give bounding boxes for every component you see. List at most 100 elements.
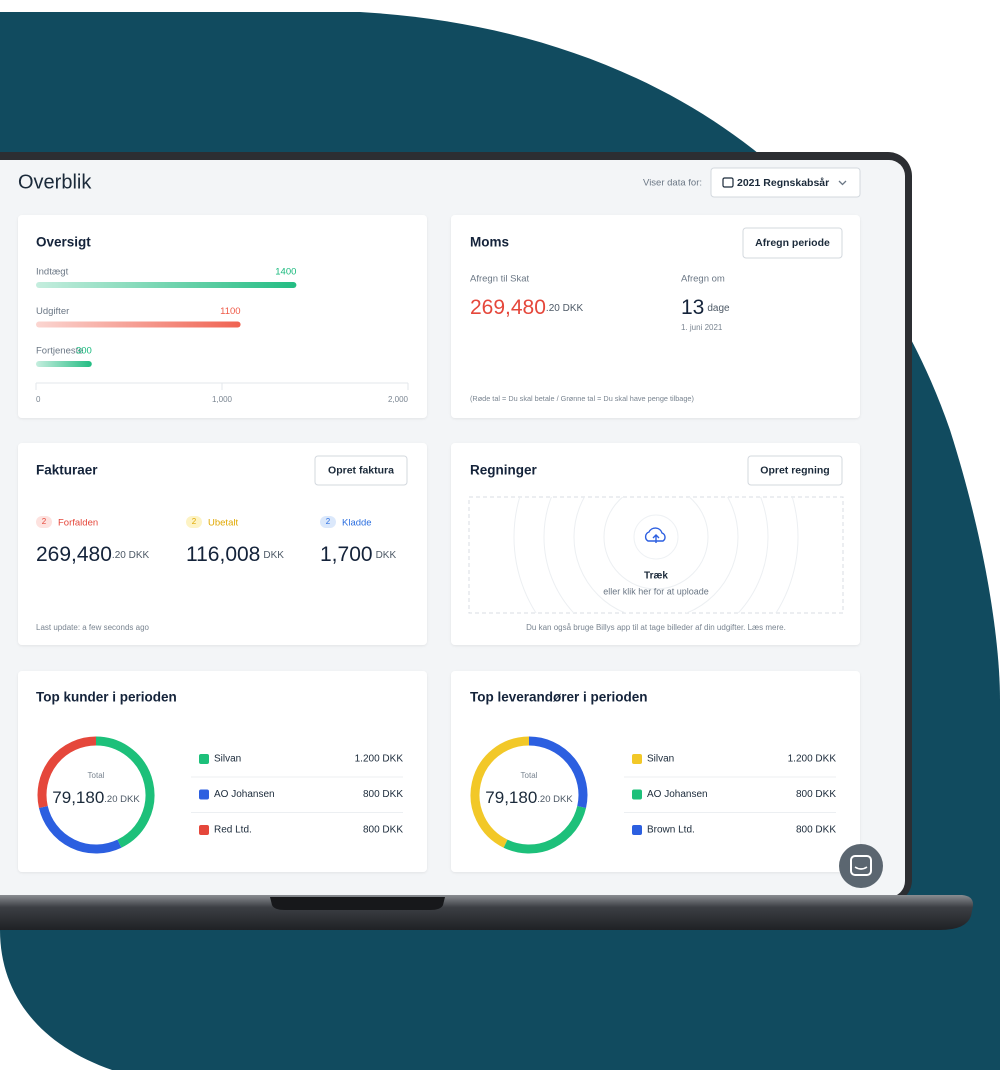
bar-label: Udgifter (36, 306, 69, 317)
legend-name: AO Johansen (214, 789, 275, 800)
due-days: 13 dage (681, 296, 730, 319)
page-title: Overblik (18, 171, 92, 193)
legend-value: 800 DKK (796, 825, 836, 836)
settle-button[interactable]: Afregn periode (742, 227, 843, 259)
legend-swatch (632, 789, 642, 800)
days: 13 (681, 296, 704, 319)
status-badge (186, 516, 202, 528)
legend-swatch (632, 825, 642, 835)
bar (36, 282, 297, 288)
amount: 1,700 (320, 543, 373, 566)
total-amount: 79,180 (52, 788, 104, 807)
status-badge (36, 516, 52, 528)
upload-dropzone[interactable]: Træk eller klik her for at uploade (468, 395, 844, 679)
x-tick-label: 2,000 (388, 395, 409, 404)
due-date: 1. juni 2021 (681, 323, 723, 332)
data-for-label: Viser data for: (643, 178, 702, 189)
kunder-card (18, 671, 427, 872)
button-label: Opret regning (760, 464, 829, 476)
legend-value: 800 DKK (796, 789, 836, 800)
amount: 269,480 (470, 296, 546, 319)
donut-segment (470, 736, 530, 848)
status-badge (320, 516, 336, 528)
upload-icon (644, 527, 666, 543)
upload-hint: eller klik her for at uploade (603, 586, 709, 596)
legend-value: 1.200 DKK (355, 754, 404, 765)
settle-label: Afregn til Skat (470, 274, 529, 285)
upload-title: Træk (644, 571, 668, 582)
donut-center-label: Total (521, 771, 538, 780)
moms-card (451, 215, 860, 418)
status-amount: 116,008 DKK (186, 543, 284, 566)
donut-total: 79,180.20 DKK (485, 788, 573, 807)
due-label: Afregn om (681, 274, 725, 285)
legend-swatch (199, 825, 209, 835)
chat-smile (854, 866, 868, 870)
x-tick-label: 1,000 (212, 395, 233, 404)
status-amount: 269,480.20 DKK (36, 543, 149, 566)
amount-suffix: DKK (376, 550, 397, 561)
amount-suffix: .20 DKK (546, 303, 584, 314)
amount-suffix: DKK (263, 550, 284, 561)
donut-segment (37, 736, 97, 809)
total-suffix: .20 DKK (104, 794, 140, 805)
bar-label: Indtægt (36, 267, 69, 278)
card-title: Moms (470, 235, 509, 250)
donut-segment (528, 736, 588, 809)
card-title: Fakturaer (36, 463, 98, 478)
amount: 116,008 (186, 543, 260, 566)
legend-name: Red Ltd. (214, 825, 252, 836)
card-title: Regninger (470, 463, 538, 478)
card-title: Oversigt (36, 235, 91, 250)
amount-suffix: .20 DKK (112, 550, 150, 561)
create-bill-button[interactable]: Opret regning (747, 455, 843, 486)
chat-icon (850, 855, 872, 876)
status-count: 2 (326, 517, 331, 526)
fakturaer-card (18, 443, 427, 645)
bar-value-label: 1400 (275, 267, 296, 278)
bar (36, 321, 241, 328)
legend-swatch (199, 789, 209, 800)
days-unit: dage (707, 303, 730, 314)
bar-value-label: 1100 (220, 306, 240, 317)
x-tick-label: 0 (36, 395, 41, 404)
status-count: 2 (42, 517, 47, 526)
legend-swatch (632, 754, 642, 764)
bar-value-label: 300 (76, 346, 92, 357)
button-label: Opret faktura (328, 464, 394, 476)
card-title: Top kunder i perioden (36, 690, 177, 705)
leverandorer-card (451, 671, 860, 872)
donut-segment (503, 805, 587, 854)
total-suffix: .20 DKK (537, 794, 573, 805)
chat-button[interactable] (839, 844, 883, 888)
period-select[interactable]: 2021 Regnskabsår (710, 167, 861, 198)
status-label: Ubetalt (208, 518, 238, 529)
laptop-base (0, 895, 974, 930)
legend-name: Silvan (214, 754, 241, 765)
chevron (838, 180, 847, 186)
donut-segment (95, 736, 155, 848)
button-box (742, 227, 843, 259)
legend-name: Silvan (647, 754, 674, 765)
button-box (314, 455, 408, 486)
create-invoice-button[interactable]: Opret faktura (314, 455, 408, 486)
chat-circle (839, 844, 883, 888)
amount: 269,480 (36, 543, 112, 566)
legend-value: 800 DKK (363, 825, 403, 836)
oversigt-card (18, 215, 427, 418)
legend-swatch (199, 754, 209, 764)
donut-total: 79,180.20 DKK (52, 788, 140, 807)
status-amount: 1,700 DKK (320, 543, 396, 566)
calendar-icon (722, 177, 734, 188)
kunder-chart: Total 79,180.20 DKK Silvan 1.200 DKK AO Joha… (37, 736, 404, 854)
button-box (747, 455, 843, 486)
laptop-notch (270, 897, 445, 910)
legend-name: Brown Ltd. (647, 825, 695, 836)
bar (36, 361, 92, 367)
ripples (513, 497, 799, 613)
legend-name: AO Johansen (647, 789, 708, 800)
